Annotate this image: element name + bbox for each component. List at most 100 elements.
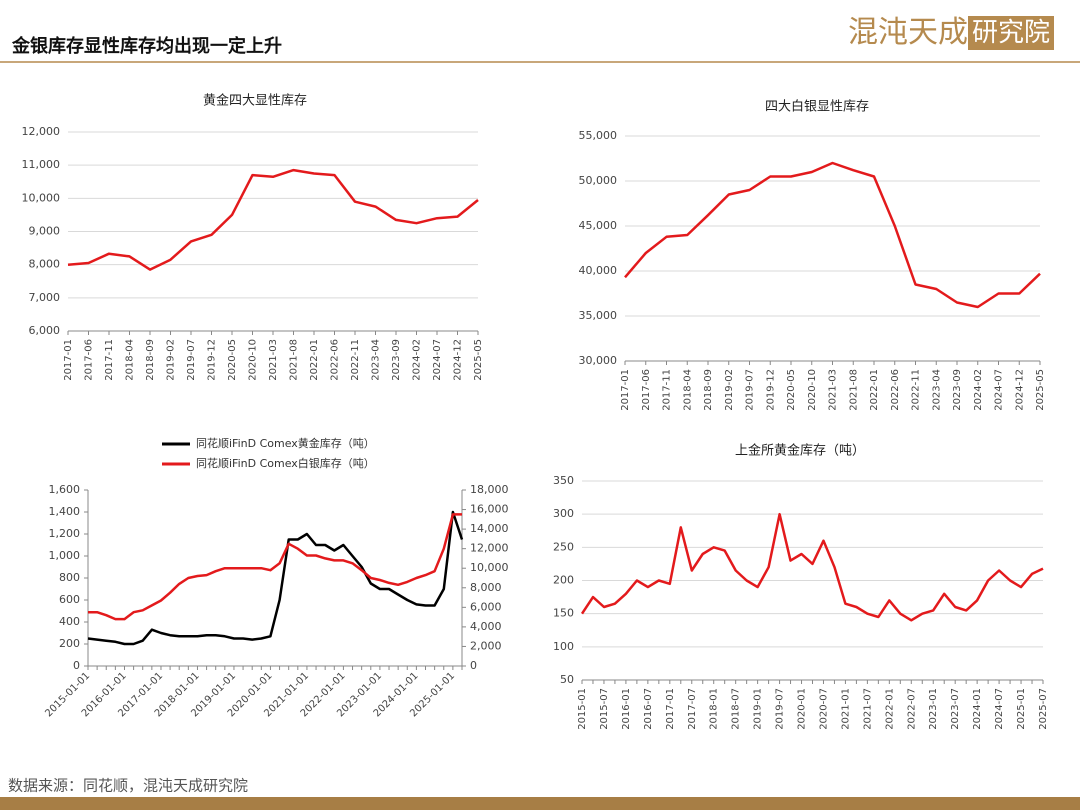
data-line (624, 161, 1041, 309)
x-tick-label: 2022-11 (350, 339, 361, 381)
x-tick-label: 2017-11 (104, 339, 115, 381)
y2-tick-label: 8,000 (470, 581, 502, 594)
y-tick-label: 45,000 (579, 219, 618, 232)
x-tick-label: 2020-05 (786, 369, 797, 411)
y-tick-label: 800 (59, 571, 80, 584)
footer-bar (0, 797, 1080, 810)
x-tick-label: 2019-07 (186, 339, 197, 381)
x-tick-label: 2024-02 (973, 369, 984, 411)
x-tick-label: 2017-07 (687, 688, 698, 730)
legend-label: 同花顺iFinD Comex白银库存（吨） (196, 456, 375, 470)
x-tick-label: 2022-11 (911, 369, 922, 411)
data-line (88, 513, 462, 621)
y-tick-label: 600 (59, 593, 80, 606)
x-tick-label: 2024-07 (432, 339, 443, 381)
y-tick-label: 200 (59, 637, 80, 650)
data-line (87, 510, 464, 646)
y-tick-label: 150 (553, 607, 574, 620)
y-tick-label: 1,600 (49, 483, 81, 496)
x-tick-label: 2016-07 (643, 688, 654, 730)
y2-tick-label: 4,000 (470, 620, 502, 633)
y-tick-label: 250 (553, 540, 574, 553)
y-tick-label: 7,000 (29, 291, 61, 304)
page-title: 金银库存显性库存均出现一定上升 (11, 35, 282, 57)
x-tick-label: 2016-01 (621, 688, 632, 730)
y2-tick-label: 2,000 (470, 639, 502, 652)
y-tick-label: 55,000 (579, 129, 618, 142)
y2-tick-label: 6,000 (470, 600, 502, 613)
x-tick-label: 2017-11 (662, 369, 673, 411)
x-tick-label: 2025-05 (473, 339, 484, 381)
x-tick-label: 2018-09 (703, 369, 714, 411)
x-tick-label: 2018-04 (682, 369, 693, 411)
x-tick-label: 2020-01 (797, 688, 808, 730)
x-tick-label: 2022-01 (309, 339, 320, 381)
x-tick-label: 2021-03 (828, 369, 839, 411)
x-tick-label: 2020-05 (227, 339, 238, 381)
x-tick-label: 2019-12 (765, 369, 776, 411)
x-tick-label: 2025-01 (1016, 688, 1027, 730)
x-tick-label: 2020-10 (807, 369, 818, 411)
y2-tick-label: 10,000 (470, 561, 509, 574)
y2-tick-label: 0 (470, 659, 477, 672)
y-tick-label: 400 (59, 615, 80, 628)
x-tick-label: 2019-12 (207, 339, 218, 381)
x-tick-label: 2021-03 (268, 339, 279, 381)
x-tick-label: 2022-06 (330, 339, 341, 381)
y-tick-label: 10,000 (22, 191, 61, 204)
x-tick-label: 2022-01 (869, 369, 880, 411)
logo-text: 混沌天成 (848, 15, 968, 50)
x-tick-label: 2022-01 (884, 688, 895, 730)
x-tick-label: 2017-01 (665, 688, 676, 730)
y-tick-label: 200 (553, 574, 574, 587)
x-tick-label: 2020-07 (818, 688, 829, 730)
y-tick-label: 100 (553, 640, 574, 653)
y-tick-label: 0 (73, 659, 80, 672)
y-tick-label: 350 (553, 474, 574, 487)
y-tick-label: 1,400 (49, 505, 81, 518)
x-tick-label: 2025-07 (1038, 688, 1049, 730)
y-tick-label: 6,000 (29, 324, 61, 337)
x-tick-label: 2021-07 (862, 688, 873, 730)
x-tick-label: 2023-01 (928, 688, 939, 730)
x-tick-label: 2015-01 (577, 688, 588, 730)
x-tick-label: 2022-06 (890, 369, 901, 411)
x-tick-label: 2024-02 (412, 339, 423, 381)
y-tick-label: 300 (553, 507, 574, 520)
y-tick-label: 40,000 (579, 264, 618, 277)
x-tick-label: 2024-07 (994, 688, 1005, 730)
y-tick-label: 50,000 (579, 174, 618, 187)
x-tick-label: 2020-10 (248, 339, 259, 381)
chart-title: 四大白银显性库存 (765, 99, 869, 115)
source-note: 数据来源：同花顺，混沌天成研究院 (8, 777, 248, 795)
x-tick-label: 2019-02 (724, 369, 735, 411)
y-tick-label: 1,200 (49, 527, 81, 540)
x-tick-label: 2018-07 (731, 688, 742, 730)
y2-tick-label: 14,000 (470, 522, 509, 535)
chart-title: 黄金四大显性库存 (203, 93, 307, 109)
y-tick-label: 12,000 (22, 125, 61, 138)
y-tick-label: 35,000 (579, 309, 618, 322)
x-tick-label: 2024-12 (453, 339, 464, 381)
x-tick-label: 2019-01 (753, 688, 764, 730)
x-tick-label: 2021-08 (848, 369, 859, 411)
x-tick-label: 2021-08 (289, 339, 300, 381)
x-tick-label: 2023-04 (931, 369, 942, 411)
y2-tick-label: 12,000 (470, 542, 509, 555)
x-tick-label: 2021-01 (840, 688, 851, 730)
chart-title: 上金所黄金库存（吨） (735, 443, 865, 459)
x-tick-label: 2018-04 (125, 339, 136, 381)
y-tick-label: 50 (560, 673, 574, 686)
x-tick-label: 2024-12 (1014, 369, 1025, 411)
y-tick-label: 1,000 (49, 549, 81, 562)
x-tick-label: 2017-01 (63, 339, 74, 381)
x-tick-label: 2019-07 (745, 369, 756, 411)
x-tick-label: 2022-07 (906, 688, 917, 730)
x-tick-label: 2019-02 (166, 339, 177, 381)
data-line (67, 168, 479, 271)
x-tick-label: 2018-09 (145, 339, 156, 381)
data-line (580, 512, 1044, 622)
y-tick-label: 9,000 (29, 225, 61, 238)
